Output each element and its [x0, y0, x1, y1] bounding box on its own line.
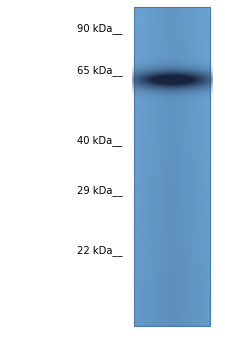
Text: 65 kDa__: 65 kDa__	[77, 66, 123, 76]
Bar	[134, 7, 210, 326]
Text: 29 kDa__: 29 kDa__	[77, 186, 123, 196]
Text: 40 kDa__: 40 kDa__	[77, 135, 123, 146]
Text: 22 kDa__: 22 kDa__	[77, 245, 123, 256]
Text: 90 kDa__: 90 kDa__	[77, 23, 123, 34]
